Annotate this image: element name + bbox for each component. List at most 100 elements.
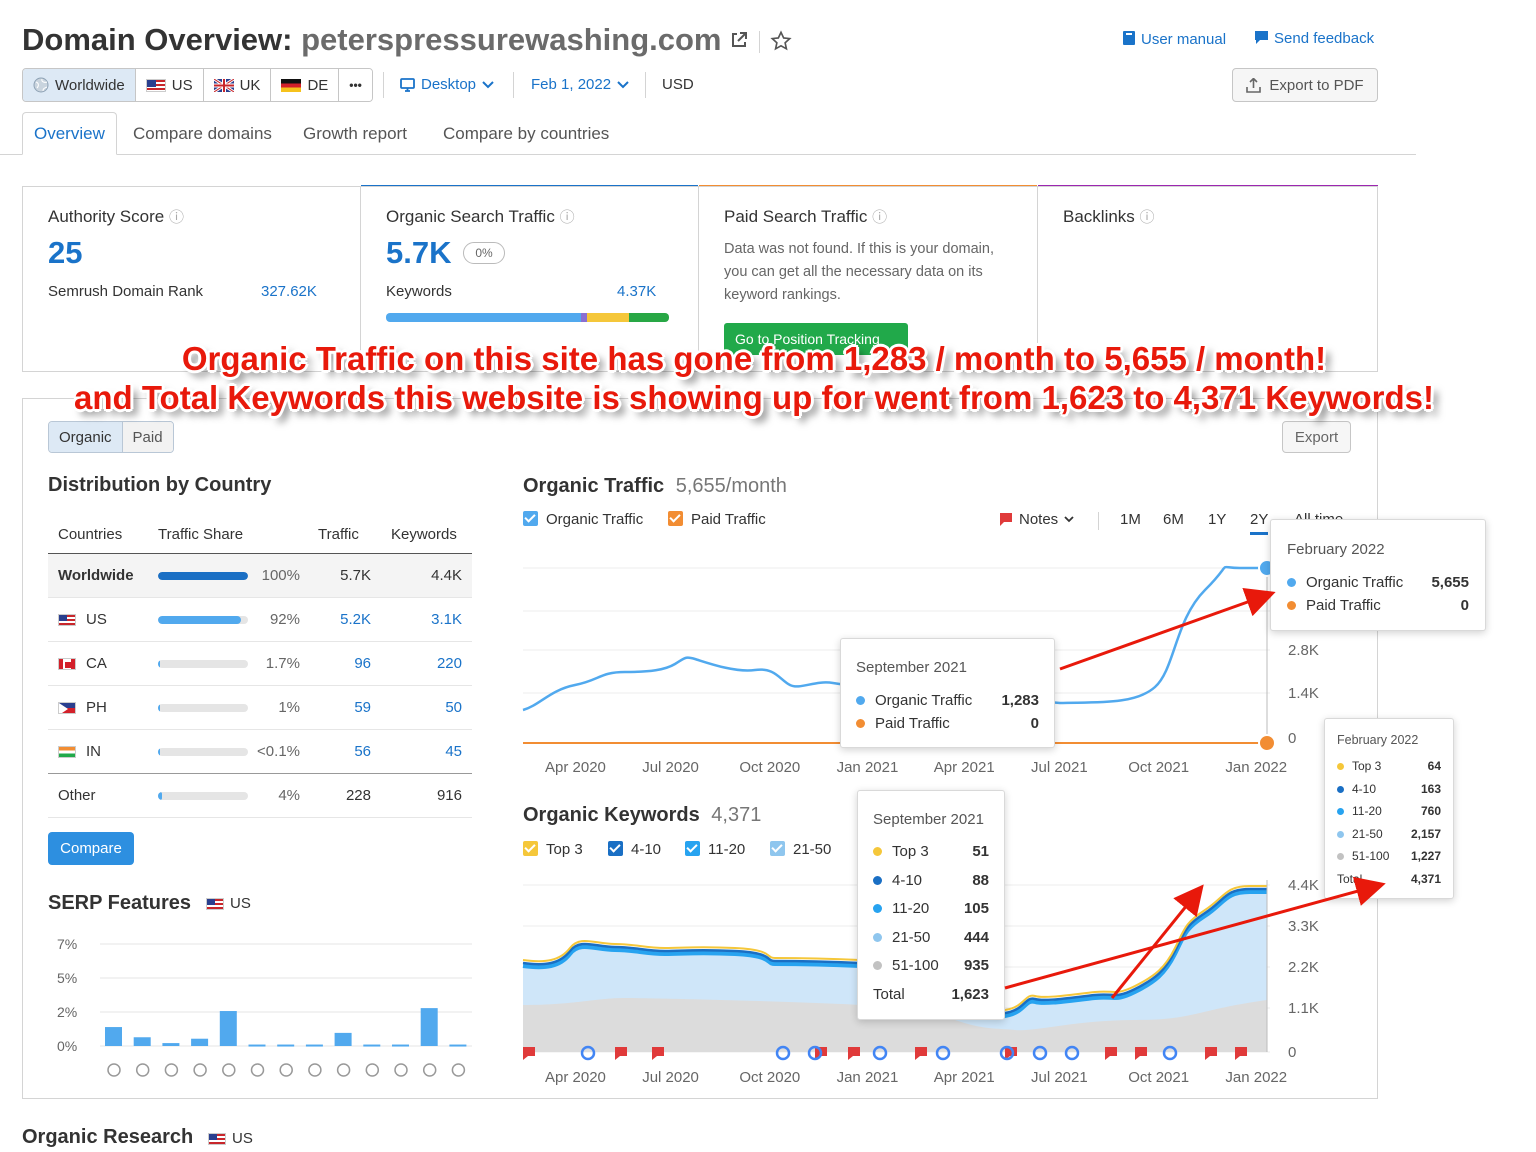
serp-bar[interactable] [420, 1008, 438, 1046]
google-update-icon[interactable] [935, 1045, 951, 1061]
serp-bar[interactable] [305, 1044, 323, 1047]
region-worldwide[interactable]: Worldwide [23, 69, 136, 101]
keywords-value[interactable]: 3.1K [431, 611, 462, 628]
position-tracking-button[interactable]: Go to Position Tracking [724, 323, 908, 355]
more-regions-button[interactable]: ••• [339, 69, 372, 101]
range-1m[interactable]: 1M [1120, 511, 1141, 528]
date-dropdown[interactable]: Feb 1, 2022 [531, 76, 629, 93]
serp-bar[interactable] [334, 1032, 352, 1046]
legend-11-20[interactable]: 11-20 [685, 841, 745, 858]
paid-hover-point[interactable] [1258, 734, 1276, 752]
export-button[interactable]: Export [1282, 421, 1351, 453]
legend-21-50[interactable]: 21-50 [770, 841, 831, 858]
note-flag-icon[interactable] [915, 1047, 927, 1060]
google-update-icon[interactable] [1032, 1045, 1048, 1061]
col-header-keywords[interactable]: Keywords [391, 526, 457, 543]
traffic-value[interactable]: 56 [354, 743, 371, 760]
google-update-icon[interactable] [1064, 1045, 1080, 1061]
keywords-value[interactable]: 45 [445, 743, 462, 760]
serp-bar[interactable] [248, 1044, 266, 1047]
country-name[interactable]: PH [86, 699, 107, 716]
google-update-icon[interactable] [872, 1045, 888, 1061]
tab-compare-domains[interactable]: Compare domains [133, 123, 272, 143]
tab-growth-report[interactable]: Growth report [303, 123, 407, 143]
col-header-traffic[interactable]: Traffic [318, 526, 359, 543]
country-name[interactable]: IN [86, 743, 101, 760]
traffic-value[interactable]: 5.2K [340, 611, 371, 628]
toggle-paid[interactable]: Paid [122, 422, 173, 452]
note-flag-icon[interactable] [1105, 1047, 1117, 1060]
country-name[interactable]: CA [86, 655, 107, 672]
region-de[interactable]: DE [271, 69, 340, 101]
legend-4-10[interactable]: 4-10 [608, 841, 661, 858]
organic-traffic-value[interactable]: 5.7K [386, 235, 452, 270]
serp-bar[interactable] [191, 1038, 209, 1046]
play-circle-icon[interactable] [394, 1063, 408, 1077]
table-row[interactable]: IN <0.1% 56 45 [48, 730, 472, 774]
serp-bar[interactable] [392, 1044, 409, 1047]
note-flag-icon[interactable] [523, 1047, 535, 1060]
note-flag-icon[interactable] [652, 1047, 664, 1060]
domain-rank-value[interactable]: 327.62K [261, 283, 317, 300]
info-icon[interactable]: ⓘ [872, 209, 888, 226]
info-icon[interactable]: ⓘ [168, 209, 184, 226]
table-row[interactable]: Other 4% 228 916 [48, 774, 472, 818]
tab-overview[interactable]: Overview [22, 112, 117, 155]
play-icon[interactable] [279, 1063, 293, 1077]
image-icon[interactable] [193, 1063, 207, 1077]
tab-compare-by-countries[interactable]: Compare by countries [443, 123, 610, 143]
table-row[interactable]: US 92% 5.2K 3.1K [48, 598, 472, 642]
notes-dropdown[interactable]: Notes [998, 511, 1074, 528]
external-link-icon[interactable] [729, 30, 749, 50]
compare-button[interactable]: Compare [48, 832, 134, 865]
note-flag-icon[interactable] [848, 1047, 860, 1060]
star-icon[interactable] [770, 30, 792, 52]
video-icon[interactable] [308, 1063, 322, 1077]
serp-bar[interactable] [105, 1027, 122, 1046]
table-row[interactable]: Worldwide 100% 5.7K 4.4K [48, 554, 472, 598]
question-icon[interactable] [451, 1063, 466, 1077]
serp-bar[interactable] [162, 1043, 180, 1046]
serp-bar[interactable] [219, 1011, 237, 1046]
google-update-icon[interactable] [807, 1045, 823, 1061]
region-uk[interactable]: UK [203, 69, 272, 101]
legend-top3[interactable]: Top 3 [523, 841, 583, 858]
serp-bar[interactable] [133, 1037, 151, 1046]
range-6m[interactable]: 6M [1163, 511, 1184, 528]
table-row[interactable]: PH 1% 59 50 [48, 686, 472, 730]
keywords-value[interactable]: 50 [445, 699, 462, 716]
crown-icon[interactable] [336, 1063, 351, 1077]
legend-paid-traffic[interactable]: Paid Traffic [668, 511, 766, 528]
serp-bar[interactable] [277, 1044, 295, 1047]
keywords-value[interactable]: 4.37K [617, 283, 657, 300]
keywords-value[interactable]: 220 [436, 655, 462, 672]
google-update-icon[interactable] [775, 1045, 791, 1061]
legend-organic-traffic[interactable]: Organic Traffic [523, 511, 643, 528]
user-manual-link[interactable]: User manual [1122, 30, 1226, 48]
image-pack-icon[interactable] [365, 1063, 380, 1077]
google-update-icon[interactable] [999, 1045, 1015, 1061]
note-flag-icon[interactable] [615, 1047, 627, 1060]
serp-bar[interactable] [449, 1044, 467, 1047]
info-icon[interactable]: ⓘ [1139, 209, 1155, 226]
link-icon[interactable] [222, 1063, 236, 1077]
device-dropdown[interactable]: Desktop [400, 76, 494, 93]
article-icon[interactable] [164, 1063, 179, 1077]
range-1y[interactable]: 1Y [1208, 511, 1227, 528]
note-flag-icon[interactable] [1205, 1047, 1217, 1060]
note-flag-icon[interactable] [1135, 1047, 1147, 1060]
graduation-cap-icon[interactable] [107, 1063, 121, 1077]
serp-bar[interactable] [363, 1044, 381, 1047]
google-update-icon[interactable] [1162, 1045, 1178, 1061]
export-pdf-button[interactable]: Export to PDF [1232, 68, 1378, 102]
faq-icon[interactable] [422, 1063, 437, 1077]
info-icon[interactable]: ⓘ [559, 209, 575, 226]
table-row[interactable]: CA 1.7% 96 220 [48, 642, 472, 686]
note-flag-icon[interactable] [1005, 1047, 1017, 1060]
send-feedback-link[interactable]: Send feedback [1254, 30, 1374, 47]
map-pin-icon[interactable] [135, 1063, 150, 1077]
country-name[interactable]: US [86, 611, 107, 628]
toggle-organic[interactable]: Organic [49, 422, 123, 452]
note-flag-icon[interactable] [1235, 1047, 1247, 1060]
traffic-value[interactable]: 96 [354, 655, 371, 672]
